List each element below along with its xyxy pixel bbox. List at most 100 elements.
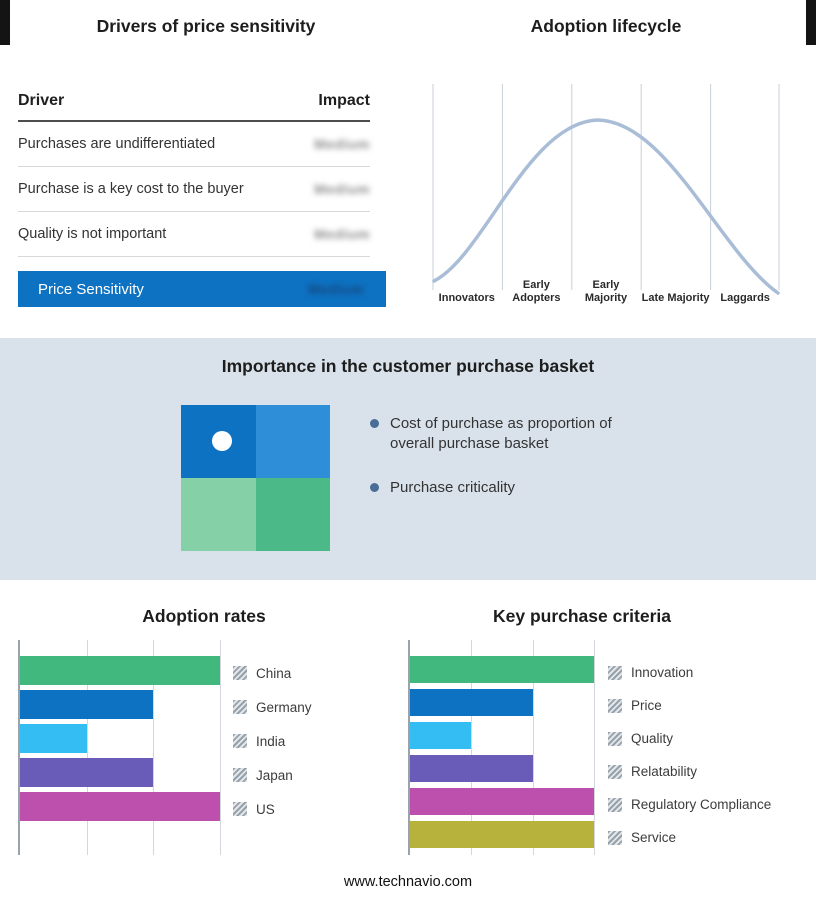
impact-value-obscured: Medium <box>314 226 370 242</box>
legend-item: Quality <box>608 722 771 755</box>
bar-us <box>20 792 220 821</box>
gridline <box>153 640 155 855</box>
gridline <box>594 640 595 855</box>
basket-bullet-list: Cost of purchase as proportion of overal… <box>370 414 630 521</box>
legend-item: US <box>233 792 312 826</box>
driver-row: Purchase is a key cost to the buyer Mediu… <box>18 167 370 212</box>
legend-item: Germany <box>233 690 312 724</box>
lifecycle-stage-labels: Innovators Early Adopters Early Majority La… <box>432 279 780 306</box>
legend-swatch-icon <box>608 764 622 779</box>
adoption-rates-legend: China Germany India Japan US <box>233 656 312 826</box>
lifecycle-title: Adoption lifecycle <box>530 16 682 36</box>
legend-swatch-icon <box>233 700 247 714</box>
price-sensitivity-value-obscured: Medium <box>308 281 364 297</box>
legend-label: Regulatory Compliance <box>631 797 772 812</box>
drivers-table: Driver Impact Purchases are undifferenti… <box>18 86 386 307</box>
legend-swatch-icon <box>233 768 247 782</box>
gridline <box>532 640 534 855</box>
legend-item: India <box>233 724 312 758</box>
key-purchase-criteria-title: Key purchase criteria <box>492 606 671 626</box>
driver-text: Quality is not important <box>18 226 167 242</box>
bar-quality <box>410 722 472 749</box>
website-link: www.technavio.com <box>343 874 473 890</box>
quadrant-bottom-left <box>181 478 256 551</box>
legend-label: Quality <box>631 731 674 746</box>
quadrant-top-left <box>181 405 256 478</box>
legend-item: China <box>233 656 312 690</box>
bar-service <box>410 821 594 848</box>
bar-price <box>410 689 533 716</box>
bar-japan <box>20 758 154 787</box>
driver-row: Quality is not important Medium <box>18 212 370 257</box>
adoption-rates-title: Adoption rates <box>142 606 266 626</box>
legend-item: Japan <box>233 758 312 792</box>
legend-swatch-icon <box>608 830 622 845</box>
legend-label: China <box>256 665 292 681</box>
impact-value-obscured: Medium <box>314 181 370 197</box>
legend-item: Service <box>608 821 771 854</box>
legend-label: Germany <box>256 699 312 715</box>
legend-item: Price <box>608 689 771 722</box>
key-purchase-criteria-chart <box>408 640 595 855</box>
bar-india <box>20 724 87 753</box>
driver-row: Purchases are undifferentiated Medium <box>18 122 370 167</box>
drivers-rows: Purchases are undifferentiated Medium Purc… <box>18 122 370 257</box>
quadrant-graphic <box>181 405 330 551</box>
column-driver: Driver <box>18 92 65 109</box>
corner-mark-right <box>806 0 816 45</box>
driver-text: Purchases are undifferentiated <box>18 136 216 152</box>
purchase-basket-section: Importance in the customer purchase bask… <box>0 338 816 580</box>
drivers-title: Drivers of price sensitivity <box>96 16 316 36</box>
position-dot-icon <box>212 431 232 451</box>
bell-curve <box>432 118 780 295</box>
adoption-rates-chart <box>18 640 221 855</box>
bar-innovation <box>410 656 594 683</box>
quadrant-top-right <box>255 405 330 478</box>
lifecycle-stage-label: Early Majority <box>584 279 628 305</box>
legend-label: India <box>256 733 286 749</box>
lifecycle-chart: Innovators Early Adopters Early Majority La… <box>432 84 780 306</box>
bar-relatability <box>410 755 533 782</box>
bottom-charts-section: Adoption rates Key purchase criteria Chi… <box>0 580 816 902</box>
legend-label: US <box>256 801 275 817</box>
basket-bullet: Cost of purchase as proportion of overal… <box>370 414 630 454</box>
legend-label: Price <box>631 698 662 713</box>
bullet-text: Cost of purchase as proportion of overal… <box>390 415 612 452</box>
bullet-text: Purchase criticality <box>390 478 516 496</box>
legend-swatch-icon <box>608 731 622 746</box>
price-sensitivity-label: Price Sensitivity <box>38 280 144 298</box>
quadrant-bottom-right <box>255 478 330 551</box>
drivers-table-header: Driver Impact <box>18 86 370 122</box>
legend-item: Regulatory Compliance <box>608 788 771 821</box>
legend-swatch-icon <box>233 734 247 748</box>
lifecycle-stage-label: Innovators <box>438 292 495 305</box>
lifecycle-stage-label: Early Adopters <box>512 279 561 305</box>
gridline <box>86 640 88 855</box>
legend-swatch-icon <box>608 797 622 812</box>
bullet-icon <box>370 419 379 428</box>
bar-china <box>20 656 220 685</box>
lifecycle-stage-label: Late Majority <box>641 292 710 305</box>
legend-item: Innovation <box>608 656 771 689</box>
bar-regulatory-compliance <box>410 788 594 815</box>
lifecycle-curve-svg <box>432 84 780 295</box>
legend-swatch-icon <box>233 802 247 816</box>
legend-label: Japan <box>256 767 293 783</box>
bullet-icon <box>370 482 379 492</box>
corner-mark-left <box>0 0 10 45</box>
lifecycle-stage-label: Laggards <box>720 292 770 305</box>
bar-germany <box>20 690 154 719</box>
legend-label: Relatability <box>631 764 698 779</box>
column-impact: Impact <box>318 92 370 109</box>
legend-label: Innovation <box>631 665 694 680</box>
basket-title: Importance in the customer purchase bask… <box>221 356 595 376</box>
legend-swatch-icon <box>608 698 622 713</box>
basket-bullet: Purchase criticality <box>370 478 630 498</box>
legend-swatch-icon <box>233 666 247 680</box>
gridline <box>471 640 473 855</box>
price-sensitivity-bar: Price Sensitivity Medium <box>18 271 386 307</box>
driver-text: Purchase is a key cost to the buyer <box>18 181 244 197</box>
legend-label: Service <box>631 830 677 845</box>
legend-swatch-icon <box>608 665 622 680</box>
